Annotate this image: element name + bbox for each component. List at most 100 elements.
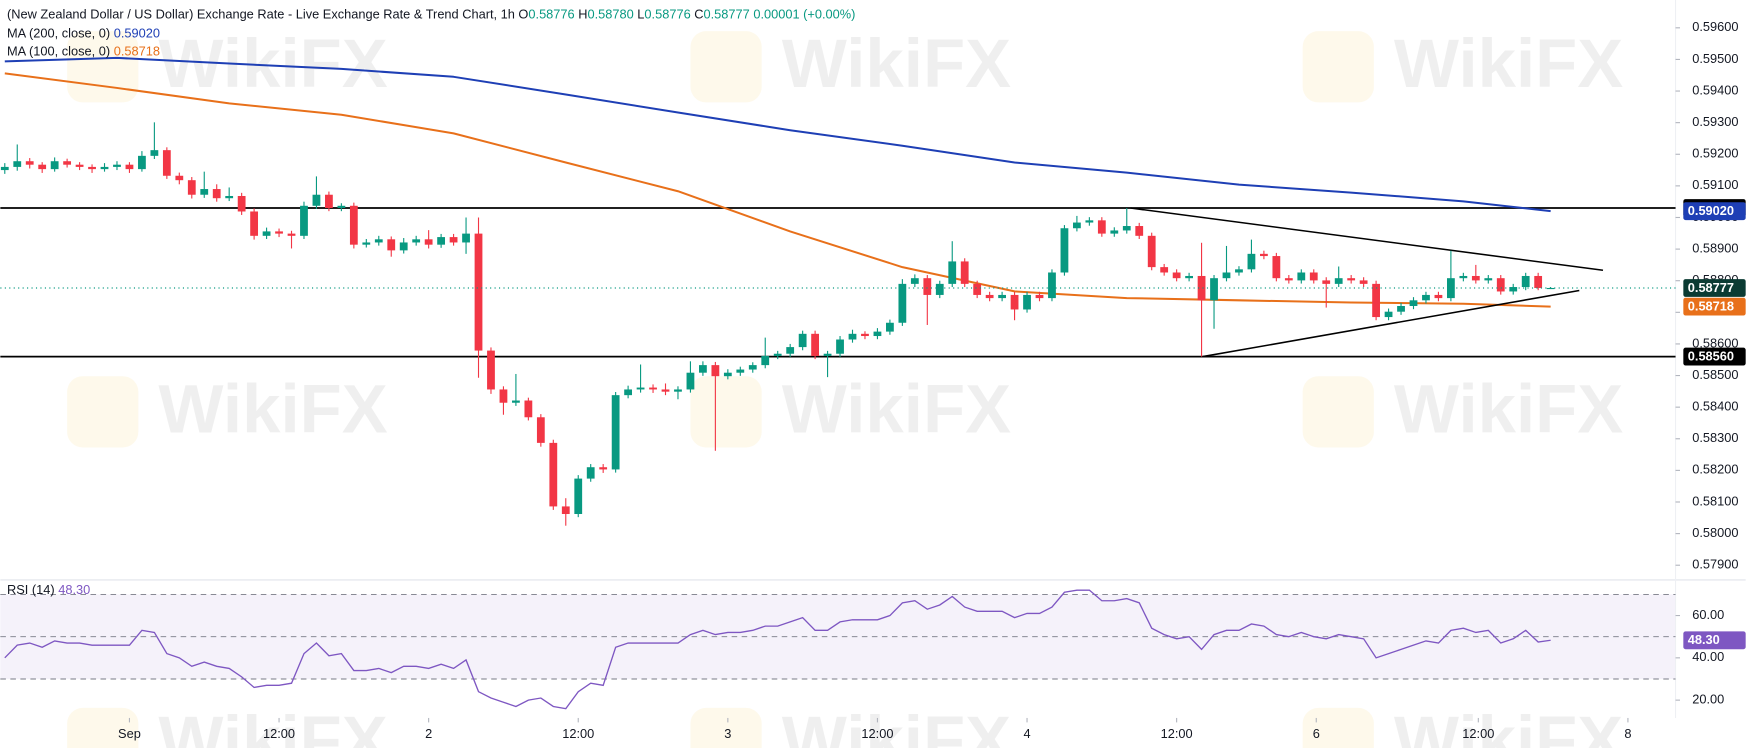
candle-body (175, 175, 184, 181)
candle-body (499, 389, 508, 403)
y-tick-label: 0.58600 (1692, 335, 1738, 350)
candle-body (836, 339, 844, 354)
candle-body (586, 467, 595, 479)
watermark: WikiFX (1394, 702, 1623, 748)
candle-body (474, 233, 483, 351)
candle-body (1322, 280, 1331, 284)
candle-body (811, 333, 820, 356)
watermark: WikiFX (782, 702, 1011, 748)
candle-body (823, 353, 832, 356)
candle-body (399, 242, 408, 251)
candle-body (1297, 272, 1306, 281)
candle-body (536, 417, 545, 443)
ma-label: 0.58718 (1688, 299, 1734, 314)
candle-body (1135, 226, 1144, 236)
candle-body (412, 239, 421, 243)
candle-body (1210, 278, 1218, 301)
candle-body (374, 239, 383, 243)
candle-body (1260, 253, 1268, 257)
ohlc-value: 0.58776 (528, 7, 574, 22)
watermark-logo (690, 31, 762, 103)
candle-body (661, 389, 670, 392)
candle-body (524, 400, 533, 418)
candle-body (150, 150, 159, 156)
y-tick-label: 0.57900 (1692, 557, 1738, 572)
candle-body (1023, 294, 1031, 310)
candle-body (200, 189, 209, 195)
plot (0, 56, 1676, 710)
candle-body (574, 478, 583, 515)
candle-body (798, 333, 807, 348)
candle-body (1048, 272, 1056, 299)
candle-body (250, 211, 259, 236)
candle-body (113, 164, 121, 167)
y-tick-label: 0.58500 (1692, 367, 1738, 382)
candle-body (13, 161, 22, 167)
candle-body (611, 395, 620, 470)
axis: 0.59600 0.59500 0.59400 0.59300 0.59200 0.591… (118, 19, 1746, 741)
candle-body (561, 506, 570, 515)
legend-name: RSI (14) (7, 582, 55, 597)
ma-box (1683, 297, 1746, 316)
rsi-tick-label: 60.00 (1692, 607, 1724, 622)
candle-body (1372, 283, 1380, 318)
y-tick-label: 0.59100 (1692, 177, 1738, 192)
watermark-logo (690, 376, 762, 448)
candle-body (512, 400, 520, 403)
x-tick-label: 12:00 (861, 726, 893, 741)
rsi-line (4, 589, 1551, 710)
legend-entry: MA (100, close, 0) 0.58718 (7, 44, 160, 59)
candle-body (1359, 280, 1368, 284)
candle-body (1097, 220, 1106, 234)
candle-body (624, 389, 633, 396)
rsi-value-label: 48.30 (1688, 632, 1720, 647)
candle-body (898, 283, 907, 323)
candle-body (674, 389, 682, 392)
candle-body (312, 194, 321, 206)
legend-value: 48.30 (58, 582, 90, 597)
x-tick-label: 8 (1624, 726, 1631, 741)
candle-body (100, 166, 109, 170)
candle-body (599, 467, 608, 470)
y-tick-label: 0.58200 (1692, 462, 1738, 477)
y-tick-label: 0.59200 (1692, 146, 1738, 161)
candle-body (362, 242, 371, 245)
candle-body (649, 387, 657, 390)
candle-body (125, 164, 134, 170)
ohlc-key: O (518, 7, 528, 22)
candle-body (1422, 294, 1430, 301)
candle-body (910, 278, 919, 284)
candle-body (424, 239, 433, 245)
candle-body (948, 261, 957, 284)
candle-body (1197, 275, 1206, 301)
watermark-logo (67, 376, 139, 448)
candle-body (1073, 222, 1081, 229)
candle-body (1185, 275, 1193, 279)
legend: (New Zealand Dollar / US Dollar) Exchang… (7, 7, 855, 597)
candle-body (736, 369, 745, 373)
candle-body (549, 442, 558, 507)
candle-body (1085, 220, 1094, 223)
watermark: WikiFX (158, 370, 387, 447)
watermark-logo (1302, 376, 1374, 448)
candle-body (1172, 272, 1181, 279)
candle-body (923, 278, 932, 295)
candle-body (699, 365, 707, 373)
candle-body (998, 294, 1006, 299)
ohlc-key: L (637, 7, 644, 22)
watermark: WikiFX (782, 370, 1011, 447)
candle-body (462, 233, 470, 243)
y-tick-label: 0.58900 (1692, 240, 1738, 255)
header: (New Zealand Dollar / US Dollar) Exchang… (7, 7, 855, 22)
candle-body (1122, 226, 1131, 231)
candle-body (1347, 278, 1356, 281)
ohlc-value: 0.58777 (704, 7, 750, 22)
candle-body (935, 283, 944, 295)
candle-body (50, 161, 59, 170)
candle-body (1110, 230, 1119, 234)
candle-body (1272, 256, 1281, 279)
candle-body (162, 150, 171, 176)
candle-body (1010, 294, 1019, 310)
candle-body (300, 205, 308, 236)
candle-body (1484, 278, 1493, 281)
